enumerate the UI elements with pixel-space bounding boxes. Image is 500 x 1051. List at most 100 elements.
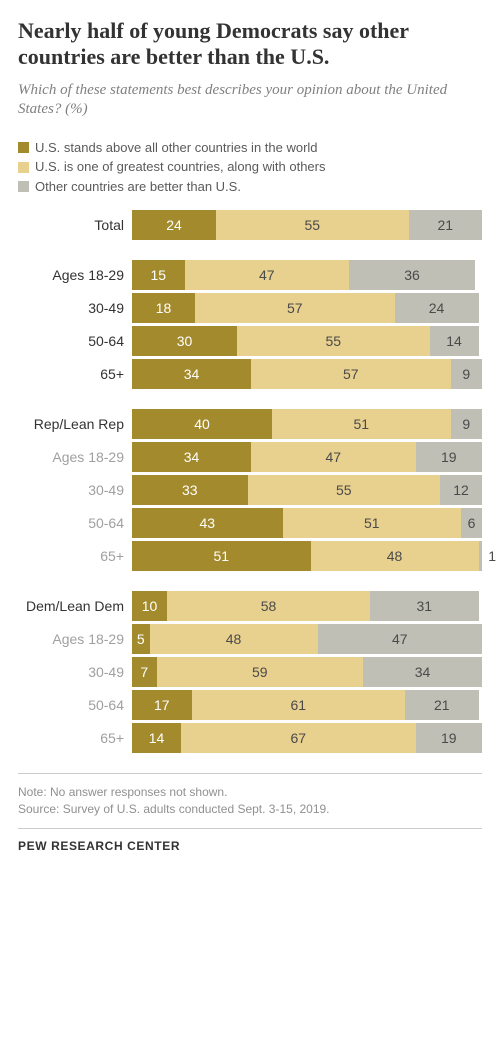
chart-row: Ages 18-29344719 [18, 442, 482, 472]
chart-row: 30-49 33 55 12 [18, 475, 482, 505]
row-label: 65+ [18, 359, 132, 389]
segment-value: 51 [213, 548, 229, 564]
bar-segment: 7 [132, 657, 157, 687]
segment-value: 55 [304, 217, 320, 233]
segment-value: 19 [441, 730, 457, 746]
segment-value: 12 [453, 482, 469, 498]
legend-swatch [18, 181, 29, 192]
segment-value: 15 [150, 267, 166, 283]
segment-value: 24 [429, 300, 445, 316]
segment-value: 21 [434, 697, 450, 713]
bar-segment: 40 [132, 409, 272, 439]
bar-segment: 5 [132, 624, 150, 654]
bar-segment: 14 [132, 723, 181, 753]
bar-segment: 21 [409, 210, 483, 240]
chart-row: Total 24 55 21 [18, 210, 482, 240]
row-label: 30-49 [18, 475, 132, 505]
segment-value: 61 [290, 697, 306, 713]
row-label: Total [18, 210, 132, 240]
chart-row: 30-49 7 5934 [18, 657, 482, 687]
chart-row: Ages 18-295 48 47 [18, 624, 482, 654]
bar-segment: 24 [132, 210, 216, 240]
legend-item: U.S. stands above all other countries in… [18, 138, 482, 158]
bar-track: 15 47 36 [132, 260, 482, 290]
row-label: 50-64 [18, 508, 132, 538]
segment-value: 47 [259, 267, 275, 283]
bar-track: 33 55 12 [132, 475, 482, 505]
segment-value: 9 [462, 416, 470, 432]
segment-value: 31 [416, 598, 432, 614]
chart-group: Rep/Lean Rep40519Ages 18-2934471930-4933… [18, 409, 482, 571]
chart-row: Rep/Lean Rep40519 [18, 409, 482, 439]
chart-area: Total245521Ages 18-2915473630-4918572450… [18, 210, 482, 753]
bar-track: 14 67 19 [132, 723, 482, 753]
chart-subtitle: Which of these statements best describes… [18, 81, 482, 120]
row-label: 50-64 [18, 326, 132, 356]
segment-value: 7 [140, 664, 148, 680]
chart-title: Nearly half of young Democrats say other… [18, 18, 482, 71]
segment-value: 21 [437, 217, 453, 233]
row-label: 30-49 [18, 657, 132, 687]
row-label: Ages 18-29 [18, 624, 132, 654]
segment-value: 14 [446, 333, 462, 349]
segment-value: 24 [166, 217, 182, 233]
bar-segment: 57 [195, 293, 395, 323]
bar-segment: 48 [311, 541, 479, 571]
segment-value: 58 [261, 598, 277, 614]
segment-value: 51 [364, 515, 380, 531]
bar-track: 3055 14 [132, 326, 482, 356]
segment-value: 34 [184, 366, 200, 382]
bar-segment: 57 [251, 359, 451, 389]
chart-group: Dem/Lean Dem105831Ages 18-295484730-4975… [18, 591, 482, 753]
chart-row: 65+ 34 57 9 [18, 359, 482, 389]
bar-segment: 17 [132, 690, 192, 720]
segment-value: 47 [392, 631, 408, 647]
segment-value: 47 [325, 449, 341, 465]
bar-segment: 58 [167, 591, 370, 621]
bar-track: 344719 [132, 442, 482, 472]
bar-segment: 9 [451, 359, 483, 389]
bar-segment: 59 [157, 657, 364, 687]
row-label: 50-64 [18, 690, 132, 720]
chart-notes: Note: No answer responses not shown. Sou… [18, 773, 482, 829]
chart-row: 65+146719 [18, 723, 482, 753]
chart-group: Ages 18-2915473630-4918572450-6430551465… [18, 260, 482, 389]
segment-value: 55 [336, 482, 352, 498]
row-label: 30-49 [18, 293, 132, 323]
bar-segment: 67 [181, 723, 416, 753]
segment-value: 18 [156, 300, 172, 316]
bar-segment: 15 [132, 260, 185, 290]
segment-value: 57 [343, 366, 359, 382]
bar-segment: 48 [150, 624, 318, 654]
bar-segment: 33 [132, 475, 248, 505]
legend-label: U.S. stands above all other countries in… [35, 138, 318, 158]
bar-segment: 47 [251, 442, 416, 472]
legend-swatch [18, 162, 29, 173]
chart-row: 50-643055 14 [18, 326, 482, 356]
bar-segment: 30 [132, 326, 237, 356]
segment-value: 33 [182, 482, 198, 498]
segment-value: 48 [226, 631, 242, 647]
segment-value: 57 [287, 300, 303, 316]
bar-segment: 34 [363, 657, 482, 687]
bar-segment: 18 [132, 293, 195, 323]
legend-label: U.S. is one of greatest countries, along… [35, 157, 326, 177]
row-label: Rep/Lean Rep [18, 409, 132, 439]
segment-value: 6 [468, 515, 476, 531]
bar-segment: 34 [132, 442, 251, 472]
bar-segment: 47 [318, 624, 483, 654]
legend-item: Other countries are better than U.S. [18, 177, 482, 197]
bar-segment: 55 [237, 326, 430, 356]
bar-track: 34 57 9 [132, 359, 482, 389]
chart-group: Total 24 55 21 [18, 210, 482, 240]
segment-value: 43 [199, 515, 215, 531]
chart-row: Dem/Lean Dem105831 [18, 591, 482, 621]
segment-value: 67 [290, 730, 306, 746]
row-label: Dem/Lean Dem [18, 591, 132, 621]
bar-segment: 31 [370, 591, 479, 621]
bar-segment: 55 [216, 210, 409, 240]
bar-track: 24 55 21 [132, 210, 482, 240]
source-line: Source: Survey of U.S. adults conducted … [18, 801, 482, 818]
bar-segment: 21 [405, 690, 479, 720]
bar-segment: 36 [349, 260, 475, 290]
